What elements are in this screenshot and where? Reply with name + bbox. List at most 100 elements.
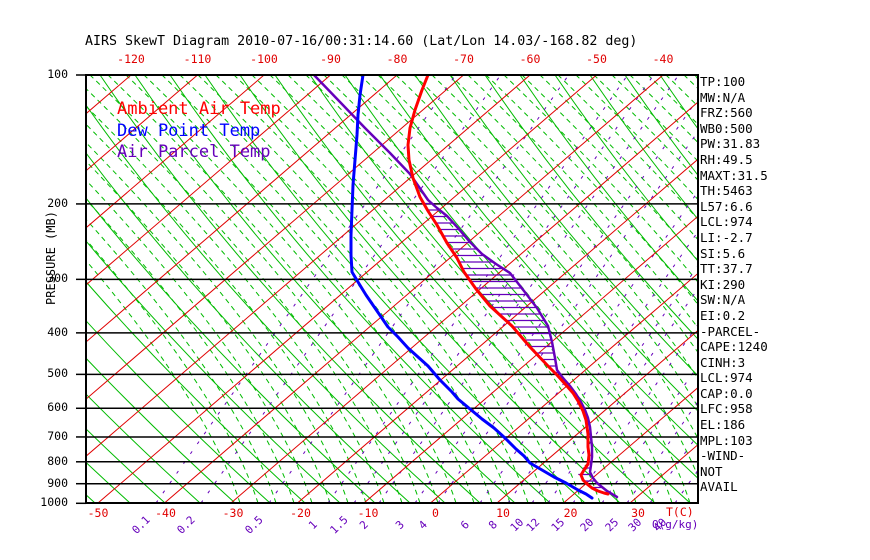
curve-dew-point-temp [349,75,594,500]
dry-adiabat-line [239,75,621,503]
dry-adiabat-line [484,75,698,340]
bottom-temp-tick-label: -10 [357,506,379,520]
pressure-tick-label: 600 [47,400,68,415]
stats-line: LCL:974 [700,214,753,230]
pressure-tick-label: 500 [47,366,68,381]
moist-adiabat-line [86,105,385,503]
moist-adiabat-line [233,75,565,503]
dry-adiabat-line [274,75,656,503]
stats-line: TH:5463 [700,183,753,199]
dry-adiabat-line [86,104,446,503]
top-temp-tick-label: -80 [386,52,408,66]
pressure-tick-label: 800 [47,453,68,468]
moist-adiabat-line [323,75,655,503]
isotherm-line [430,272,698,503]
pressure-tick-label: 1000 [40,495,68,510]
stats-line: MAXT:31.5 [700,167,768,183]
plot-area [86,75,698,503]
dry-adiabat-line [169,75,551,503]
moist-adiabat-line [86,238,259,503]
dry-adiabat-line [86,281,306,503]
stats-line: EL:186 [700,417,746,433]
stats-line: SW:N/A [700,292,746,308]
mixing-ratio-line [378,75,680,503]
bottom-temp-tick-label: -40 [155,506,176,520]
stats-line: LI:-2.7 [700,229,753,245]
curve-ambient-air-temp [406,75,610,496]
top-temp-tick-label: -60 [519,52,541,66]
stats-line: SI:5.6 [700,245,746,261]
dry-adiabat-line [204,75,586,503]
top-temp-tick-label: -50 [586,52,607,66]
stats-line: WB0:500 [700,120,753,136]
moist-adiabat-line [143,75,475,503]
dry-adiabat-line [86,240,341,503]
dry-adiabat-line [134,75,516,503]
chart-title: AIRS SkewT Diagram 2010-07-16/00:31:14.6… [85,34,638,49]
bottom-temp-tick-label: 30 [631,506,645,520]
bottom-temp-tick-label: -30 [222,506,244,520]
moist-adiabat-line [125,75,457,503]
isotherm-line [86,75,265,229]
moist-adiabat-line [359,75,691,503]
isotherm-line [496,329,698,503]
stats-line: AVAIL [700,479,738,495]
moist-adiabat-line [86,160,331,503]
curve-air-parcel-temp [312,75,619,499]
stats-line: NOT [700,463,723,479]
stats-line: RH:49.5 [700,151,753,167]
dry-adiabat-line [86,393,201,503]
legend-ambient-air-temp: Ambient Air Temp [117,99,281,119]
isotherm-line [86,75,198,172]
bottom-temp-tick-label: 20 [563,506,578,520]
stats-line: -WIND- [700,448,746,464]
bottom-temp-tick-label: -20 [290,506,311,520]
dry-adiabat-line [624,75,698,177]
stats-line: MW:N/A [700,89,746,105]
stats-line: PW:31.83 [700,136,761,152]
moist-adiabat-line [86,123,367,503]
cape-hatch-region [420,197,590,426]
dry-adiabat-line [86,357,236,503]
top-temp-tick-label: -90 [320,52,341,66]
dry-adiabat-line [309,75,691,503]
legend-dew-point-temp: Dew Point Temp [117,120,261,141]
moist-adiabat-line [665,75,698,108]
moist-adiabat-line [287,75,619,503]
dry-adiabat-line [519,75,698,302]
moist-adiabat-line [197,75,529,503]
isotherm-line [363,215,698,503]
mixing-ratio-line [414,97,698,503]
stats-line: LFC:958 [700,401,753,417]
dry-adiabat-line [554,75,698,262]
moist-adiabat-line [215,75,547,503]
stats-panel: TP:100 MW:N/A FRZ:560 WB0:500 PW:31.83 RH:49.… [700,74,768,495]
isotherm-line [563,386,698,503]
dry-adiabat-line [414,75,698,412]
isotherm-line [164,75,664,503]
dry-adiabat-line [449,75,698,377]
bottom-temp-tick-label: 0 [432,506,439,520]
stats-line: CAPE:1240 [700,339,768,355]
moist-adiabat-line [86,87,403,503]
top-temp-tick-label: -40 [652,52,674,66]
moist-adiabat-line [107,75,439,503]
stats-line: MPL:103 [700,432,753,448]
stats-line: CAP:0.0 [700,385,753,401]
moist-adiabat-line [86,141,349,503]
top-temp-tick-label: -120 [117,52,145,66]
moist-adiabat-line [341,75,673,503]
pressure-tick-label: 100 [47,67,68,81]
stats-line: EI:0.2 [700,307,746,323]
stats-line: TT:37.7 [700,261,753,277]
bottom-temp-tick-label: 10 [496,506,510,520]
dry-adiabat-line [86,428,166,503]
stats-line: -PARCEL- [700,323,761,339]
dry-adiabat-line [86,320,271,503]
moist-adiabat-line [86,218,277,503]
stats-line: LCL:974 [700,370,753,386]
pressure-tick-label: 700 [47,428,68,443]
isotherm-line [86,75,531,457]
